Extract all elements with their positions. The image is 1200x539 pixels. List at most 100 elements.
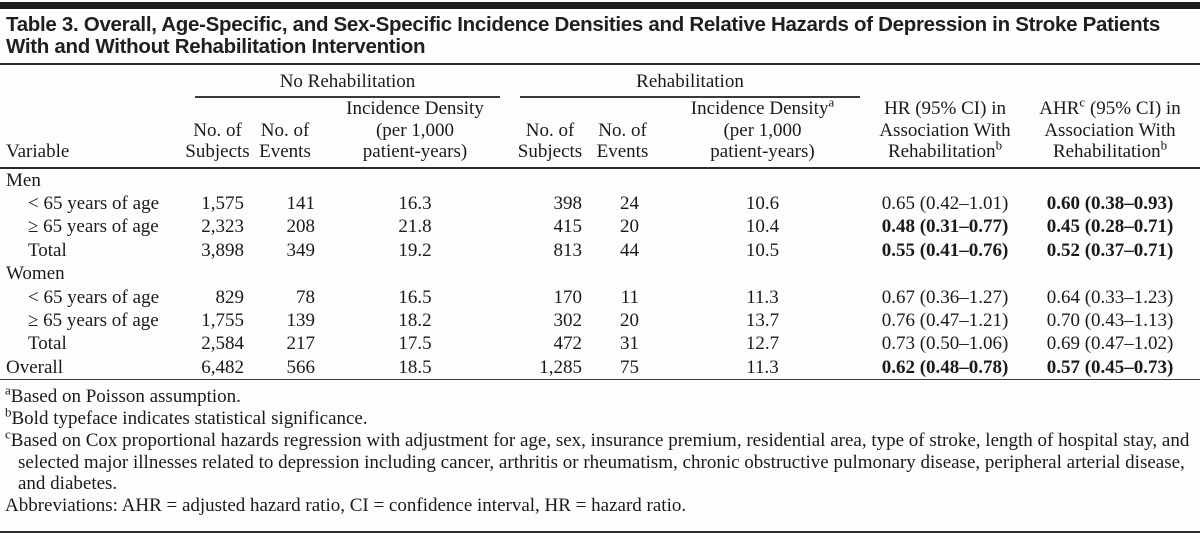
column-header: No. of Subjects [185,98,250,169]
table-head: No Rehabilitation Rehabilitation Variabl… [0,65,1200,169]
row-label: < 65 years of age [28,192,159,214]
column-header: AHRc (95% CI) in Association With Rehabili… [1020,96,1200,169]
data-cell: 1,755 [201,309,244,331]
data-cell: 217 [286,333,316,355]
table-row: Overall 6,482 566 18.5 1,285 75 11.3 0.62 (0.48… [0,355,1200,381]
row-label: Overall [0,355,185,381]
data-cell: 0.55 (0.41–0.76) [881,239,1009,261]
data-cell: 0.70 (0.43–1.13) [1046,309,1174,331]
table-row: Total 3,898 349 19.2 813 44 10.5 0.55 (0.41–0.7… [0,239,1200,262]
table-row: < 65 years of age 1,575 141 16.3 398 24 10.6 0.… [0,192,1200,215]
data-cell: 566 [250,355,320,381]
section-label: Women [6,263,65,285]
data-cell: 0.73 (0.50–1.06) [881,333,1009,355]
data-cell: 16.3 [398,192,432,214]
data-cell: 0.48 (0.31–0.77) [881,216,1009,238]
table-row: < 65 years of age 829 78 16.5 170 11 11.3 0.67 … [0,286,1200,309]
data-cell: 2,584 [201,333,244,355]
data-cell: 0.60 (0.38–0.93) [1046,192,1174,214]
column-header: No. of Subjects [510,98,590,169]
column-header-row: Variable No. of Subjects No. of Events Incide… [0,96,1200,169]
data-cell: 12.7 [745,333,780,355]
incidence-table: No Rehabilitation Rehabilitation Variabl… [0,65,1200,381]
data-cell: 2,323 [201,216,244,238]
group-header-row: No Rehabilitation Rehabilitation [0,65,1200,98]
column-header: No. of Events [590,98,655,169]
data-cell: 0.45 (0.28–0.71) [1046,216,1174,238]
group-header-rehabilitation: Rehabilitation [520,70,861,98]
table-row: ≥ 65 years of age 1,755 139 18.2 302 20 13.7 0.… [0,309,1200,332]
footnote: aBased on Poisson assumption. [5,382,241,408]
data-cell: 31 [620,333,639,355]
data-cell: 139 [286,309,316,331]
data-cell: 0.67 (0.36–1.27) [881,286,1009,308]
column-header: HR (95% CI) in Association With Rehabilita… [870,98,1021,169]
data-cell: 13.7 [745,309,780,331]
data-cell: 0.52 (0.37–0.71) [1046,239,1174,261]
group-header-spacer [870,65,1020,98]
data-cell: 0.62 (0.48–0.78) [870,355,1021,381]
data-cell: 20 [620,309,639,331]
data-cell: 21.8 [398,216,432,238]
data-cell: 11 [620,286,639,308]
table-row: Total 2,584 217 17.5 472 31 12.7 0.73 (0.50–1.0… [0,332,1200,355]
data-cell: 20 [620,216,639,238]
data-cell: 78 [296,286,315,308]
data-cell: 472 [553,333,583,355]
data-cell: 18.2 [398,309,432,331]
table-row: ≥ 65 years of age 2,323 208 21.8 415 20 10.4 0.… [0,215,1200,238]
section-row: Men [0,168,1200,192]
data-cell: 813 [553,239,583,261]
column-header: Incidence Density (per 1,000 patient-years… [320,98,510,169]
group-header-cell: No Rehabilitation [185,65,510,98]
data-cell: 208 [286,216,316,238]
data-cell: 24 [620,192,639,214]
data-cell: 0.57 (0.45–0.73) [1020,355,1200,381]
data-cell: 0.65 (0.42–1.01) [881,192,1009,214]
data-cell: 10.5 [745,239,780,261]
row-label: ≥ 65 years of age [28,309,159,331]
column-header: Incidence Densitya (per 1,000 patient-year… [655,96,871,169]
data-cell: 18.5 [320,355,510,381]
title-divider [0,63,1200,65]
data-cell: 170 [553,286,583,308]
row-label: Total [28,239,67,261]
row-label: Total [28,333,67,355]
data-cell: 302 [553,309,583,331]
section-row: Women [0,262,1200,285]
data-cell: 141 [286,192,316,214]
table-body: Men < 65 years of age 1,575 141 16.3 398 24 10.… [0,168,1200,381]
data-cell: 349 [286,239,316,261]
column-header: Variable [0,98,185,169]
data-cell: 0.64 (0.33–1.23) [1046,286,1174,308]
footnote: cBased on Cox proportional hazards regre… [5,426,1190,495]
section-label: Men [6,169,41,191]
data-cell: 11.3 [746,286,779,308]
data-cell: 44 [620,239,639,261]
data-cell: 10.4 [745,216,780,238]
row-label: ≥ 65 years of age [28,216,159,238]
group-header-cell: Rehabilitation [510,65,870,98]
data-cell: 829 [215,286,245,308]
group-header-spacer [0,65,185,98]
group-header-no-rehabilitation: No Rehabilitation [195,70,500,98]
column-header: No. of Events [250,98,320,169]
footnote: Abbreviations: AHR = adjusted hazard rat… [5,495,687,517]
data-cell: 1,285 [510,355,590,381]
bottom-rule-bar [0,531,1200,533]
data-cell: 1,575 [201,192,244,214]
group-header-spacer [1020,65,1200,98]
footnotes: aBased on Poisson assumption. bBold typef… [0,380,1200,517]
footnote: bBold typeface indicates statistical sig… [5,404,368,429]
data-cell: 10.6 [745,192,780,214]
data-cell: 11.3 [655,355,871,381]
table-title: Table 3. Overall, Age-Specific, and Sex-… [6,13,1160,58]
data-cell: 398 [553,192,583,214]
data-cell: 0.76 (0.47–1.21) [881,309,1009,331]
data-cell: 17.5 [398,333,432,355]
data-cell: 0.69 (0.47–1.02) [1046,333,1174,355]
data-cell: 415 [553,216,583,238]
data-cell: 75 [590,355,655,381]
top-rule-bar [0,2,1200,9]
row-label: < 65 years of age [28,286,159,308]
